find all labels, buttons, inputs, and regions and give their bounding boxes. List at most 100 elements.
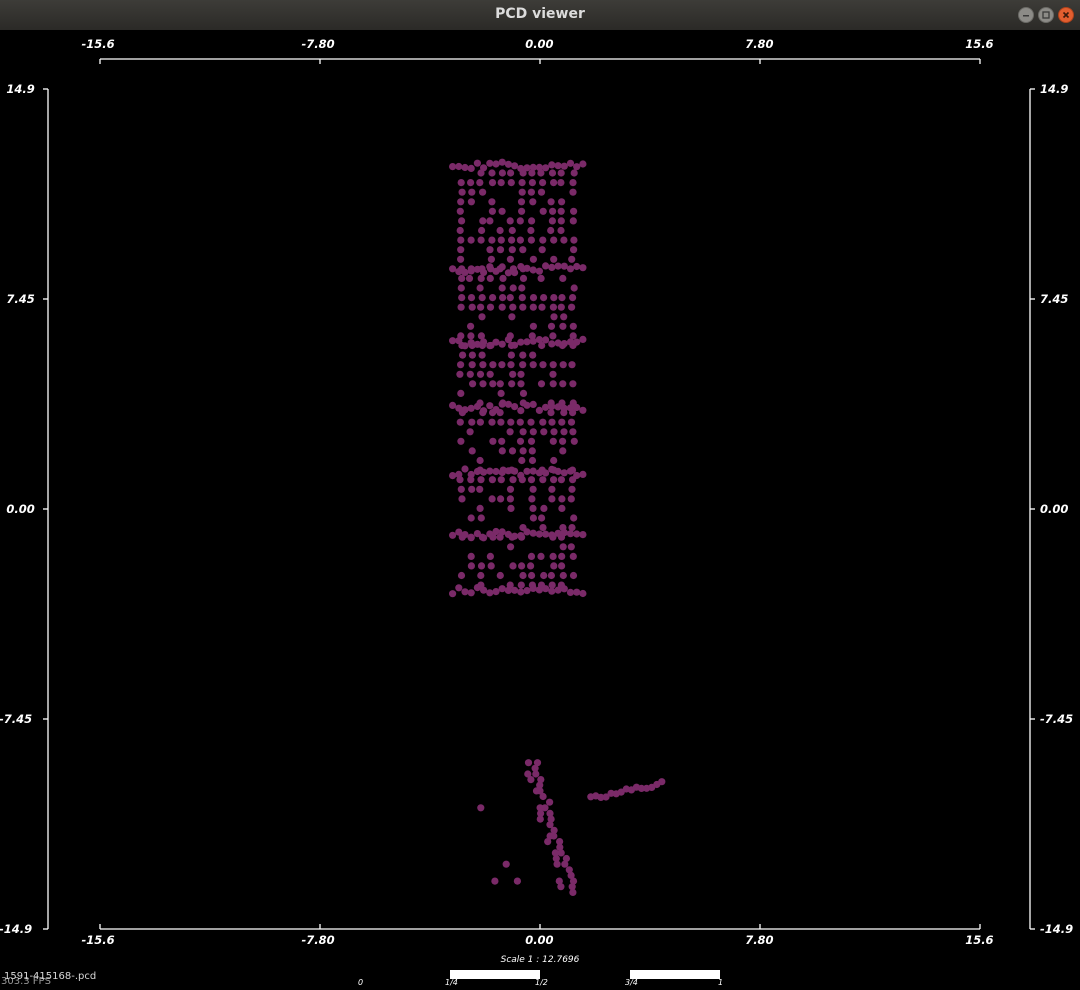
point xyxy=(579,264,587,272)
point xyxy=(519,246,527,254)
point xyxy=(550,179,558,187)
point xyxy=(579,406,587,414)
point xyxy=(548,169,557,177)
point xyxy=(573,588,581,596)
point xyxy=(549,552,557,561)
point xyxy=(570,246,578,254)
point xyxy=(508,226,516,235)
point xyxy=(547,322,556,330)
point xyxy=(518,207,526,215)
point xyxy=(528,179,537,187)
point xyxy=(504,400,512,408)
point xyxy=(550,236,558,244)
maximize-button[interactable] xyxy=(1038,7,1054,23)
point xyxy=(477,274,485,282)
point xyxy=(567,495,575,503)
point xyxy=(467,322,475,330)
close-button[interactable] xyxy=(1058,7,1074,23)
point xyxy=(528,495,536,503)
point xyxy=(497,389,505,397)
point xyxy=(549,332,557,340)
point xyxy=(456,370,464,378)
point xyxy=(457,571,466,580)
point xyxy=(486,402,494,410)
point xyxy=(535,336,544,344)
scale-bar-label: 1/2 xyxy=(535,978,548,987)
y-tick-label-right: -7.45 xyxy=(1040,712,1074,726)
point xyxy=(548,217,557,225)
scale-bar-segment xyxy=(540,970,630,979)
point xyxy=(461,406,469,414)
point xyxy=(467,164,475,172)
point xyxy=(479,361,487,369)
point xyxy=(508,380,516,388)
point xyxy=(478,226,486,235)
point xyxy=(569,188,577,196)
point xyxy=(468,485,476,493)
point xyxy=(480,338,488,346)
point xyxy=(527,418,535,426)
point xyxy=(551,849,560,857)
point xyxy=(527,236,536,244)
point xyxy=(546,798,554,806)
point xyxy=(535,267,544,275)
point xyxy=(554,586,562,594)
point xyxy=(538,246,546,254)
point xyxy=(559,571,567,580)
point xyxy=(506,485,515,493)
point xyxy=(549,303,558,311)
point xyxy=(547,815,555,823)
point xyxy=(560,262,568,270)
point xyxy=(517,198,526,206)
point xyxy=(458,217,466,225)
file-name-label: 1591-415168-.pcd xyxy=(4,971,97,982)
point xyxy=(573,338,581,346)
point xyxy=(506,428,514,436)
point xyxy=(489,294,497,302)
window-title-bar[interactable]: PCD viewer xyxy=(0,0,1080,30)
point xyxy=(554,403,562,411)
point xyxy=(461,588,469,596)
point xyxy=(568,883,576,891)
point xyxy=(477,804,485,812)
point xyxy=(457,284,465,292)
point xyxy=(569,380,577,388)
point xyxy=(529,514,538,522)
point xyxy=(492,406,500,414)
point xyxy=(468,447,476,455)
point xyxy=(478,294,486,302)
point xyxy=(519,389,528,397)
point xyxy=(560,529,568,537)
point xyxy=(519,428,527,436)
point xyxy=(467,179,475,187)
point xyxy=(537,380,546,388)
point xyxy=(568,485,576,493)
point xyxy=(479,217,487,225)
point xyxy=(527,476,536,484)
point xyxy=(506,294,514,302)
point xyxy=(465,274,474,282)
point xyxy=(510,269,519,277)
point xyxy=(477,332,485,340)
point xyxy=(517,407,525,415)
point xyxy=(557,226,565,235)
point xyxy=(449,163,457,171)
point xyxy=(546,809,554,818)
point xyxy=(555,877,563,885)
point xyxy=(540,571,548,580)
x-tick-label-bottom: 0.00 xyxy=(525,933,554,947)
minimize-button[interactable] xyxy=(1018,7,1034,23)
point xyxy=(508,246,516,254)
point xyxy=(658,778,666,786)
point xyxy=(523,587,531,595)
point xyxy=(554,529,562,537)
point xyxy=(480,468,488,476)
x-tick-label-bottom: -15.6 xyxy=(81,933,115,947)
point xyxy=(570,284,578,292)
point xyxy=(518,179,526,187)
point xyxy=(499,294,507,302)
point-cloud-plot[interactable] xyxy=(0,30,1080,990)
point xyxy=(548,340,556,348)
point-cloud-viewport[interactable]: -15.6 -15.6 -7.80 -7.80 0.00 0.00 7.80 7.80 15.6… xyxy=(0,30,1080,990)
point xyxy=(553,860,561,868)
